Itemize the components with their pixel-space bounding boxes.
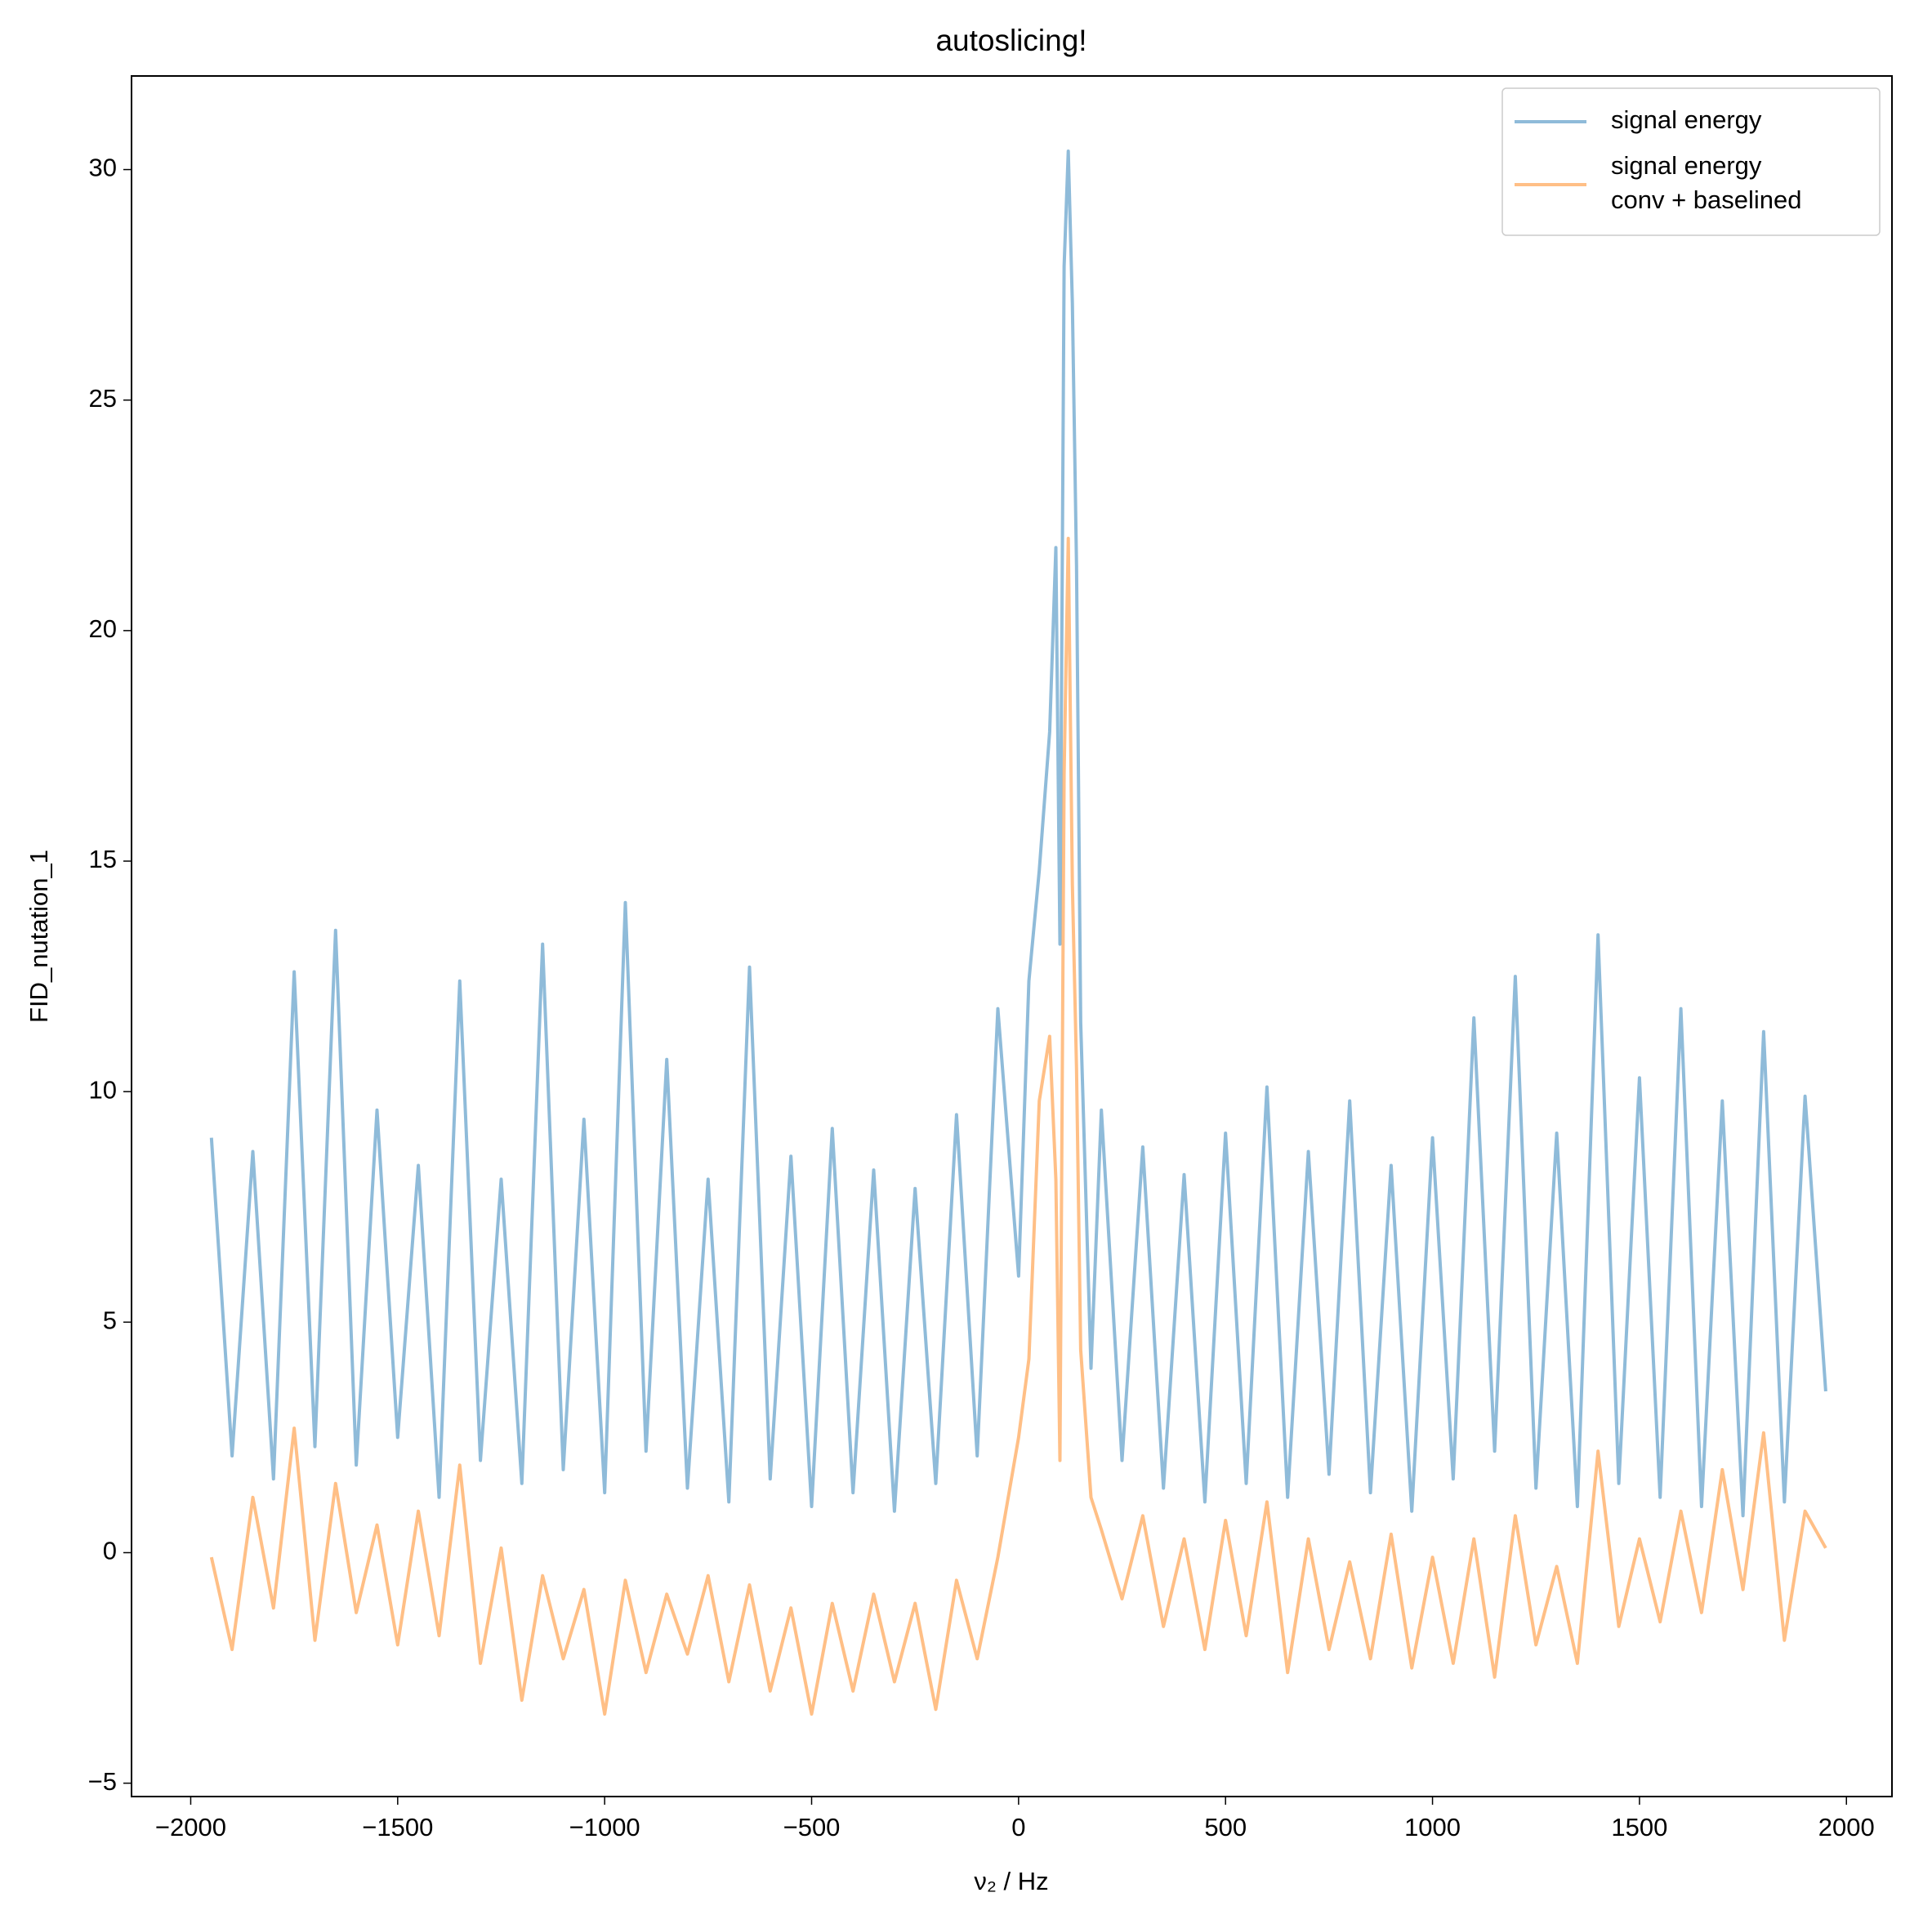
y-tick-label: 0 xyxy=(103,1537,117,1565)
x-tick-label: −2000 xyxy=(155,1813,226,1841)
x-tick-label: 500 xyxy=(1204,1813,1247,1841)
y-tick-label: 10 xyxy=(89,1075,117,1104)
data-line xyxy=(209,150,1827,1518)
legend-box xyxy=(1501,87,1881,236)
x-tick-label: −1500 xyxy=(362,1813,433,1841)
y-tick-label: 15 xyxy=(89,845,117,873)
y-tick-label: 25 xyxy=(89,384,117,413)
chart-title: autoslicing! xyxy=(935,24,1086,57)
x-tick-label: −1000 xyxy=(569,1813,640,1841)
x-tick-label: 0 xyxy=(1011,1813,1025,1841)
legend-label: signal energy conv + baselined xyxy=(1611,151,1802,214)
y-tick-label: 20 xyxy=(89,614,117,643)
y-tick-label: 5 xyxy=(103,1306,117,1335)
legend: signal energy signal energy conv + baselin… xyxy=(1501,87,1881,236)
x-tick-label: 1000 xyxy=(1404,1813,1461,1841)
plot-frame xyxy=(131,75,1893,1797)
y-axis-label: FID_nutation_1 xyxy=(25,850,53,1023)
x-tick-label: 2000 xyxy=(1818,1813,1875,1841)
x-tick-label: 1500 xyxy=(1611,1813,1667,1841)
x-axis-label: ν₂ / Hz xyxy=(974,1867,1048,1895)
data-line xyxy=(209,537,1827,1716)
y-tick-label: −5 xyxy=(88,1767,117,1796)
y-tick-label: 30 xyxy=(89,154,117,182)
x-tick-label: −500 xyxy=(783,1813,841,1841)
legend-label: signal energy xyxy=(1611,105,1762,134)
